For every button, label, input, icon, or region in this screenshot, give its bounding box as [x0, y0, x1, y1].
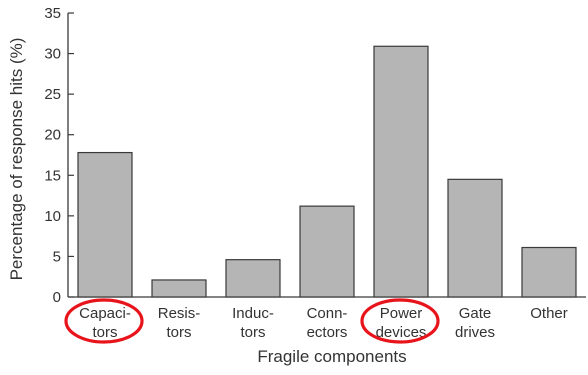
x-category-label: Conn- [307, 305, 348, 322]
highlight-ellipses [64, 298, 440, 344]
y-ticks: 0 5 10 15 20 25 30 35 [44, 5, 74, 306]
x-category-label: Other [530, 305, 568, 322]
y-tick-label: 25 [44, 86, 61, 103]
bar [447, 178, 503, 298]
x-category-label: Gate [459, 305, 492, 322]
bar [225, 259, 281, 298]
x-category-label: Resis- [158, 305, 201, 322]
highlight-ellipse [64, 298, 144, 344]
y-tick-label: 15 [44, 167, 61, 184]
x-category-label: Capaci- [79, 305, 131, 322]
x-category-label: devices [376, 324, 427, 341]
y-tick-label: 20 [44, 127, 61, 144]
x-category-label: ectors [307, 324, 348, 341]
bar [77, 151, 133, 298]
y-tick-label: 0 [53, 289, 61, 306]
y-axis-title: Percentage of response hits (%) [7, 38, 26, 281]
x-category-label: Power [380, 305, 423, 322]
bar [521, 246, 577, 298]
y-tick-label: 30 [44, 46, 61, 63]
bars [77, 45, 577, 298]
highlight-ellipse [360, 298, 440, 344]
x-category-label: tors [166, 324, 191, 341]
y-tick-label: 35 [44, 5, 61, 22]
x-axis-title: Fragile components [257, 347, 406, 366]
x-category-label: tors [92, 324, 117, 341]
x-category-label: Induc- [232, 305, 274, 322]
bar [373, 45, 429, 298]
y-tick-label: 10 [44, 208, 61, 225]
bar [151, 279, 207, 298]
bar [299, 205, 355, 298]
x-category-label: drives [455, 324, 495, 341]
x-category-label: tors [240, 324, 265, 341]
y-tick-label: 5 [53, 248, 61, 265]
x-categories: Capaci-tors Resis-tors Induc-tors Conn-ecto… [79, 305, 568, 341]
